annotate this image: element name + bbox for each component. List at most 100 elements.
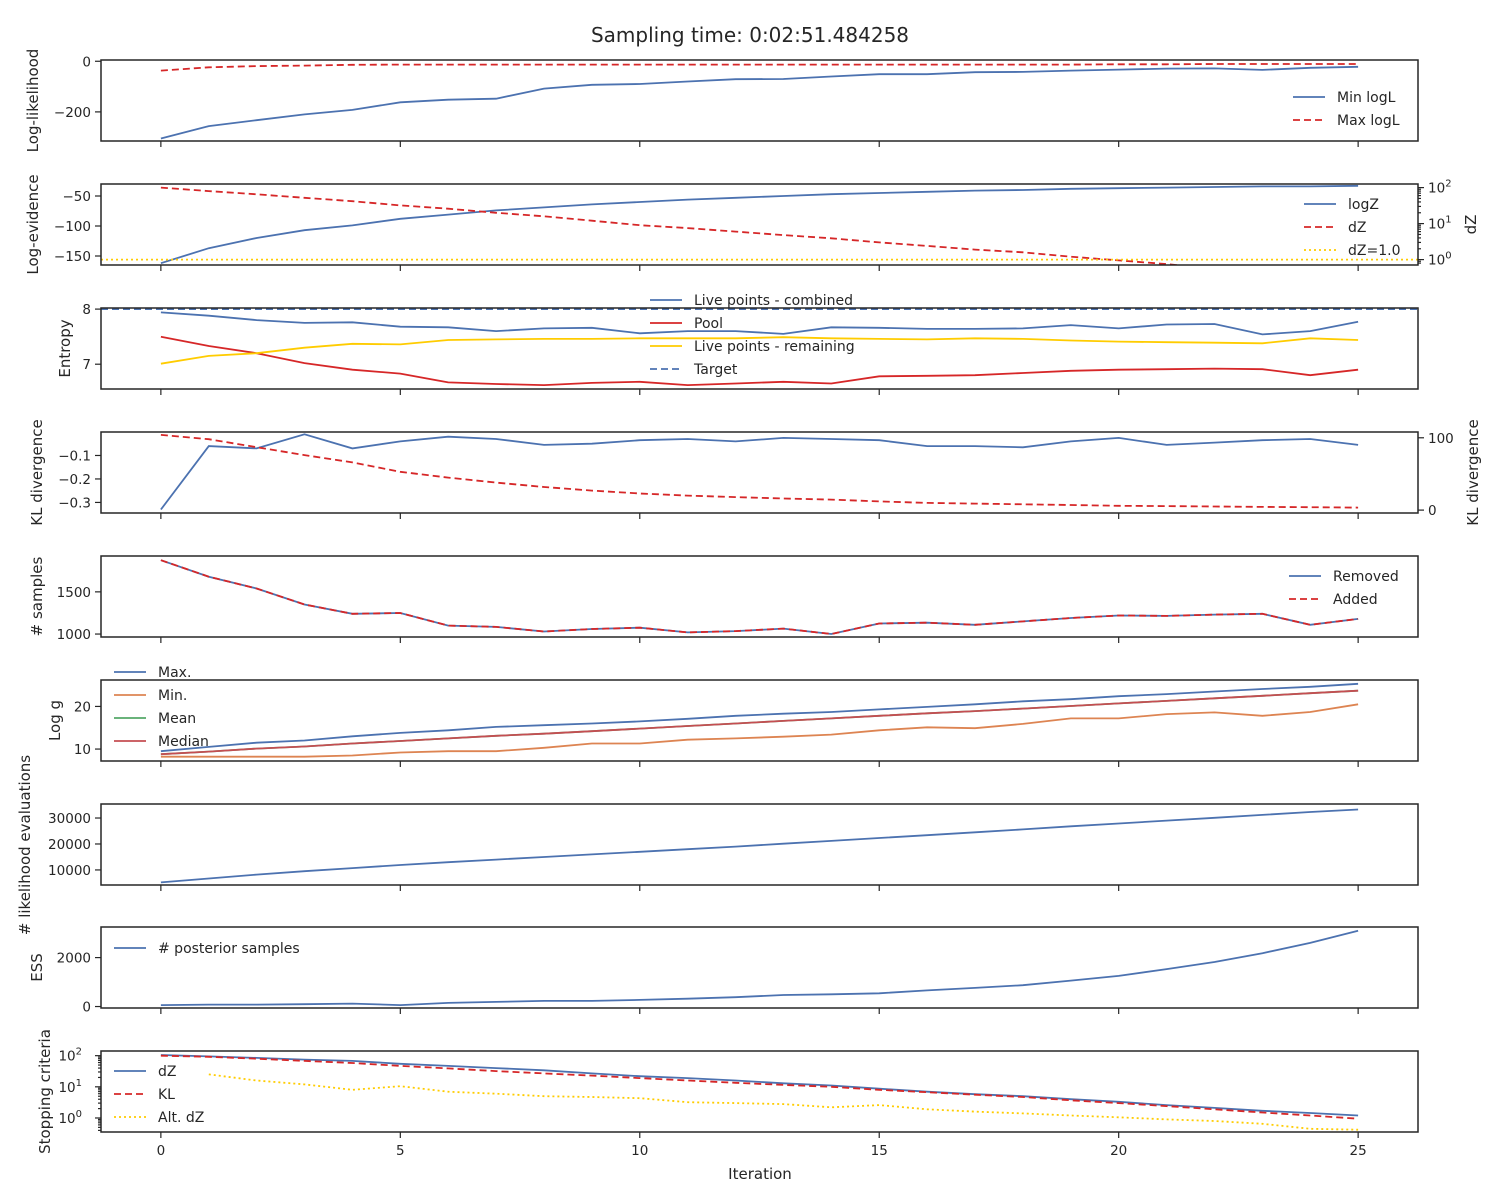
nlike-ytick-label: 30000 [48, 811, 91, 827]
logevidence-legend-label: logZ [1348, 197, 1379, 213]
entropy-line-live-points-combined [160, 311, 1359, 336]
loglik-series [160, 63, 1359, 140]
nsamples-ytick-label: 1000 [57, 627, 91, 643]
stopping-line-kl [160, 1054, 1359, 1120]
ess-legend-label: # posterior samples [158, 941, 300, 957]
ess-series [160, 929, 1359, 1007]
logevidence-legend-label: dZ=1.0 [1348, 243, 1400, 259]
stopping-line-alt-dz [208, 1073, 1359, 1131]
logg-line-max- [160, 682, 1359, 753]
logevidence-ytick-label: −100 [54, 219, 91, 235]
kl-ytick-label: −0.2 [58, 472, 91, 488]
loglik-legend-label: Max logL [1337, 113, 1400, 129]
loglik-ylabel: Log-likelihood [24, 49, 42, 153]
nsamples-series [160, 559, 1359, 635]
stopping-series [160, 1054, 1359, 1131]
stopping-legend-label: Alt. dZ [158, 1110, 204, 1126]
nsamples-legend-label: Removed [1333, 569, 1399, 585]
logg-legend-label: Min. [158, 688, 187, 704]
panel-logevidence: −50 −100 −150 100 101 102 Log-evidence dZ logZ dZ… [24, 174, 1480, 274]
logevidence-ylabel-right: dZ [1462, 215, 1480, 235]
kl-ytick-label: −0.3 [58, 495, 91, 511]
entropy-axes-frame [100, 307, 1419, 390]
logevidence-y2tick-label: 101 [1428, 215, 1452, 233]
logg-ylabel: Log g [46, 700, 64, 741]
logg-ytick-label: 10 [74, 742, 91, 758]
kl-line-series-1 [160, 434, 1359, 509]
logevidence-ylabel: Log-evidence [24, 174, 42, 274]
logevidence-line-dz [160, 186, 1185, 265]
entropy-ytick-label: 8 [82, 302, 91, 318]
nsamples-legend: Removed Added [1289, 569, 1399, 608]
loglik-ytick-label: 0 [82, 54, 91, 70]
logevidence-ytick-label: −50 [63, 189, 92, 205]
logevidence-line-logz [160, 184, 1359, 265]
panels: 0 −200 Log-likelihood Min logL Max logL −50 −1… [16, 49, 1482, 1159]
xtick-label: 0 [157, 1143, 166, 1159]
nlike-ylabel: # likelihood evaluations [16, 755, 34, 935]
panel-nsamples: 1500 1000 # samples Removed Added [28, 555, 1419, 643]
stopping-axes-frame [100, 1050, 1419, 1133]
entropy-legend: Live points - combined Pool Live points - … [650, 293, 855, 378]
kl-ytick-label: −0.1 [58, 448, 91, 464]
stopping-ytick-label: 102 [58, 1047, 82, 1065]
kl-y2tick-label: 100 [1428, 431, 1454, 447]
nsamples-axes-frame [100, 555, 1419, 638]
xtick-label: 10 [631, 1143, 648, 1159]
nsamples-ylabel: # samples [28, 556, 46, 636]
x-axis-label: Iteration [728, 1165, 792, 1183]
loglik-legend: Min logL Max logL [1293, 90, 1400, 129]
entropy-legend-label: Pool [694, 316, 723, 332]
logevidence-legend-label: dZ [1348, 220, 1366, 236]
stopping-ytick-label: 101 [58, 1078, 82, 1096]
nsamples-ytick-label: 1500 [57, 585, 91, 601]
logevidence-series [101, 184, 1418, 265]
loglik-axes-frame [100, 59, 1419, 142]
stopping-ytick-label: 100 [58, 1109, 82, 1127]
loglik-legend-label: Min logL [1337, 90, 1396, 106]
loglik-line-max-logl [160, 63, 1359, 72]
figure-title: Sampling time: 0:02:51.484258 [591, 23, 909, 47]
entropy-series [101, 308, 1418, 387]
ess-ytick-label: 0 [82, 1000, 91, 1016]
logg-line-median [160, 689, 1359, 756]
xtick-label: 25 [1350, 1143, 1367, 1159]
xtick-label: 15 [871, 1143, 888, 1159]
panel-logg: 20 10 Log g Max. Min. Mean Median [46, 665, 1419, 767]
stopping-legend: dZ KL Alt. dZ [114, 1064, 204, 1126]
logg-legend-label: Max. [158, 665, 191, 681]
logg-legend: Max. Min. Mean Median [114, 665, 209, 750]
entropy-ylabel: Entropy [56, 319, 74, 377]
logevidence-axes-frame [100, 183, 1419, 266]
logevidence-ytick-label: −150 [54, 249, 91, 265]
loglik-ytick-label: −200 [54, 105, 91, 121]
nsamples-line-added [160, 559, 1359, 635]
stopping-line-dz [160, 1054, 1359, 1117]
ess-ylabel: ESS [28, 953, 46, 982]
ess-axes-frame [100, 926, 1419, 1009]
entropy-legend-label: Live points - remaining [694, 339, 855, 355]
xtick-label: 20 [1110, 1143, 1127, 1159]
stopping-legend-label: dZ [158, 1064, 176, 1080]
panel-ess: 2000 0 ESS # posterior samples [28, 926, 1419, 1016]
logg-legend-label: Mean [158, 711, 196, 727]
nsamples-legend-label: Added [1333, 592, 1378, 608]
logevidence-legend: logZ dZ dZ=1.0 [1304, 197, 1400, 259]
entropy-ytick-label: 7 [82, 357, 91, 373]
entropy-legend-label: Live points - combined [694, 293, 853, 309]
nsamples-line-removed [160, 559, 1359, 635]
logevidence-y2tick-label: 100 [1428, 251, 1452, 269]
ess-ytick-label: 2000 [57, 951, 91, 967]
kl-axes-frame [100, 431, 1419, 514]
kl-y2tick-label: 0 [1428, 503, 1437, 519]
logg-series [160, 682, 1359, 758]
nlike-ytick-label: 20000 [48, 837, 91, 853]
kl-ylabel-right: KL divergence [1464, 419, 1482, 525]
panel-loglik: 0 −200 Log-likelihood Min logL Max logL [24, 49, 1419, 153]
entropy-legend-label: Target [693, 362, 738, 378]
kl-series [160, 433, 1359, 511]
ess-line--posterior-samples [160, 929, 1359, 1007]
entropy-line-pool [160, 335, 1359, 387]
panel-kl: −0.1 −0.2 −0.3 100 0 KL divergence KL divergen… [28, 419, 1482, 525]
